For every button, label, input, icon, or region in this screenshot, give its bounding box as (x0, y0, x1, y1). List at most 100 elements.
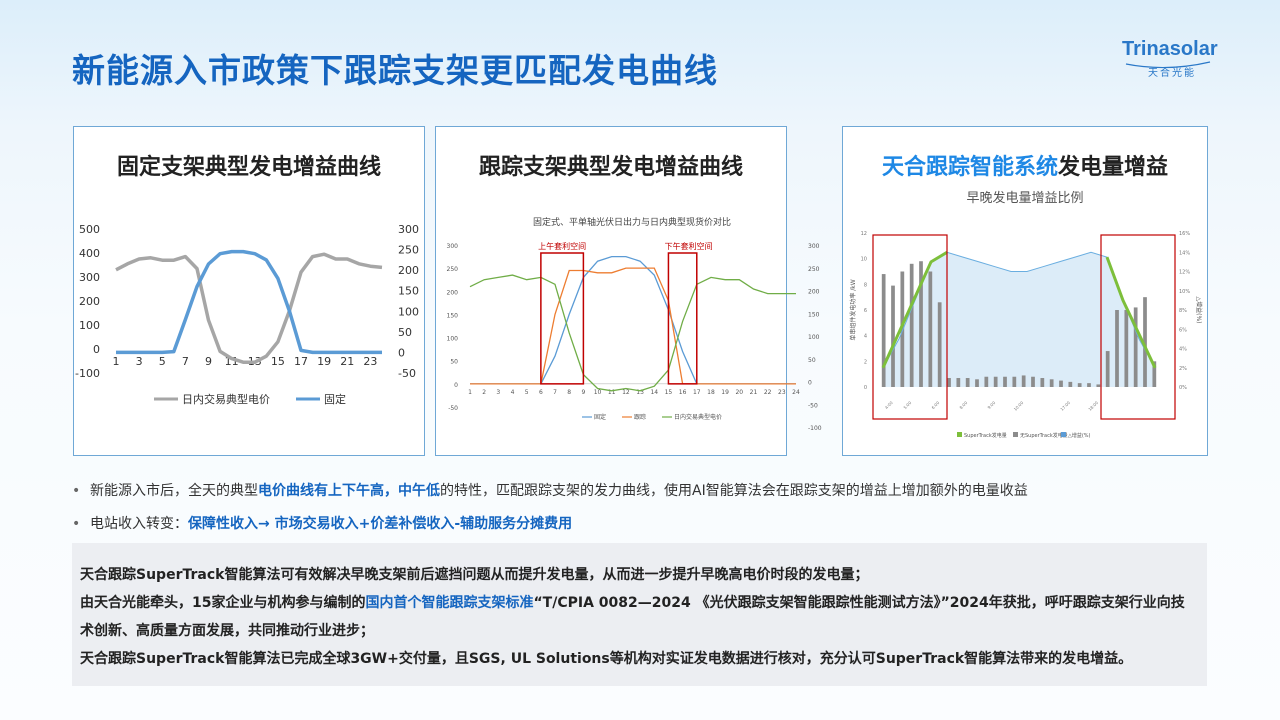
left-axis-tick-label: 100 (79, 319, 100, 332)
supertrack-panel: 天合跟踪智能系统发电量增益 早晚发电量增益比例 12 10 8 6 4 2 0 16% 14% 1… (842, 126, 1208, 456)
x-axis-tick-label: 20 (735, 389, 743, 396)
tracker-chart-panel: 跟踪支架典型发电增益曲线 固定式、平单轴光伏日出力与日内典型现货价对比 300 25… (435, 126, 822, 456)
right-axis-tick-label: 50 (398, 326, 412, 339)
evening-gain-box (1100, 234, 1176, 420)
bar (1077, 383, 1082, 387)
x-axis-tick-label: 9 (205, 355, 212, 368)
right-axis-tick-label: -50 (808, 402, 818, 409)
supertrack-gain-line (881, 251, 1157, 369)
left-axis-tick-label: 8 (864, 282, 867, 288)
right-axis-tick-label: 200 (398, 264, 419, 277)
left-axis-tick-label: 4 (864, 334, 867, 340)
x-axis-tick-label: 15 (271, 355, 285, 368)
bullet2-text: 电站收入转变： (90, 516, 188, 532)
bar (984, 376, 989, 387)
x-axis-tick-label: 12 (622, 389, 630, 396)
legend-swatch (1013, 432, 1018, 437)
summary-line-1: 天合跟踪SuperTrack智能算法可有效解决早晚支架前后遮挡问题从而提升发电量… (80, 567, 869, 583)
x-axis-tick-label: 17 (693, 389, 701, 396)
left-axis-tick-label: 0 (93, 343, 100, 356)
x-axis-tick-label: 3 (496, 389, 500, 396)
supertrack-title-highlight: 天合跟踪智能系统 (881, 155, 1058, 180)
x-axis-tick-label: 1 (468, 389, 472, 396)
left-axis-tick-label: 300 (447, 243, 459, 250)
x-axis-tick-label: 18:00 (1087, 400, 1099, 412)
series-line-fixed (116, 249, 382, 355)
trinasolar-logo: Trinasolar 天合光能 (1122, 38, 1218, 88)
logo-swoosh-icon (1125, 61, 1211, 69)
bar (1003, 376, 1007, 387)
left-axis-tick-label: 400 (79, 247, 100, 260)
x-axis-tick-label: 9:00 (986, 400, 996, 410)
x-axis-tick-label: 18 (707, 389, 715, 396)
bar (993, 376, 998, 387)
legend-label: 无SuperTrack发电量 (1020, 432, 1068, 439)
left-axis-tick-label: 100 (447, 336, 459, 343)
gain-shaded-area (883, 252, 1155, 387)
bar (900, 271, 905, 387)
x-axis-tick-label: 8:00 (958, 400, 968, 410)
right-axis-tick-label: 0 (398, 346, 405, 359)
bar (1133, 307, 1138, 387)
bullet-list: • 新能源入市后，全天的典型电价曲线有上下午高，中午低的特性，匹配跟踪支架的发力曲… (72, 480, 1212, 546)
left-axis-tick-label: 500 (79, 223, 100, 236)
legend-label-tracker: 跟踪 (634, 413, 646, 421)
bar (928, 271, 933, 387)
logo-subtitle: 天合光能 (1148, 68, 1196, 79)
x-axis-tick-label: 21 (750, 389, 758, 396)
left-axis-tick-label: 200 (79, 295, 100, 308)
tracker-chart: 固定式、平单轴光伏日出力与日内典型现货价对比300250200150100500… (447, 216, 822, 432)
bar (1031, 376, 1035, 387)
x-axis-tick-label: 8 (567, 389, 571, 396)
bar (891, 285, 895, 387)
right-axis-tick-label: 0% (1179, 385, 1187, 391)
x-axis-tick-label: 5 (525, 389, 529, 396)
x-axis-tick-label: 13 (636, 389, 644, 396)
left-axis-tick-label: 150 (447, 312, 459, 319)
morning-arbitrage-label: 上午套利空间 (538, 241, 586, 251)
left-axis-tick-label: 12 (861, 231, 867, 237)
legend-label-fixed: 固定 (324, 392, 346, 406)
legend-label-price: 日内交易典型电价 (182, 392, 270, 406)
bar (1049, 379, 1054, 387)
x-axis-tick-label: 24 (792, 389, 800, 396)
x-axis-tick-label: 5 (159, 355, 166, 368)
bar (1059, 380, 1063, 387)
x-axis-tick-label: 19 (317, 355, 331, 368)
left-axis-tick-label: 10 (861, 257, 867, 263)
left-axis-tick-label: 300 (79, 271, 100, 284)
x-axis-tick-label: 23 (778, 389, 786, 396)
right-axis-tick-label: 2% (1179, 366, 1187, 372)
legend-label: △增益(%) (1068, 432, 1091, 439)
afternoon-arbitrage-label: 下午套利空间 (665, 241, 713, 251)
summary-line-2-emphasis: 国内首个智能跟踪支架标准 (365, 595, 534, 611)
right-axis-tick-label: 150 (398, 285, 419, 298)
right-axis-tick-label: 300 (808, 243, 820, 250)
morning-arbitrage-box (540, 252, 585, 385)
supertrack-chart: 12 10 8 6 4 2 0 16% 14% 12% 10% 8% 6% 4% 2% 0% 单串组件发电功率 … (849, 231, 1203, 439)
bullet1-text-end: 的特性，匹配跟踪支架的发力曲线，使用AI智能算法会在跟踪支架的增益上增加额外的电… (440, 483, 1028, 499)
series-line-price (115, 252, 383, 364)
bar (1152, 361, 1157, 387)
x-axis-tick-label: 14 (650, 389, 658, 396)
series-line-price (469, 274, 796, 392)
bar (1105, 351, 1110, 387)
right-axis-label: △增益(%) (1195, 297, 1203, 324)
bullet-dot-icon: • (72, 516, 81, 532)
bar (919, 261, 923, 387)
bar (1040, 378, 1045, 387)
x-axis-tick-label: 4:00 (884, 400, 894, 410)
legend-swatch (1061, 432, 1066, 437)
legend-label: SuperTrack发电量 (964, 432, 1007, 439)
fixed-chart: 5004003002001000-100300250200150100500-5… (75, 223, 419, 406)
bar (947, 378, 951, 387)
right-axis-tick-label: 100 (398, 305, 419, 318)
left-axis-tick-label: 250 (447, 266, 459, 273)
x-axis-tick-label: 17:00 (1059, 400, 1071, 412)
summary-box: 天合跟踪SuperTrack智能算法可有效解决早晚支架前后遮挡问题从而提升发电量… (72, 543, 1207, 686)
bullet1-text: 新能源入市后，全天的典型 (90, 483, 258, 499)
logo-wordmark: Trinasolar (1122, 38, 1218, 60)
bar (975, 379, 979, 387)
right-axis-tick-label: 0 (808, 380, 812, 387)
series-line-fixed (470, 255, 796, 385)
